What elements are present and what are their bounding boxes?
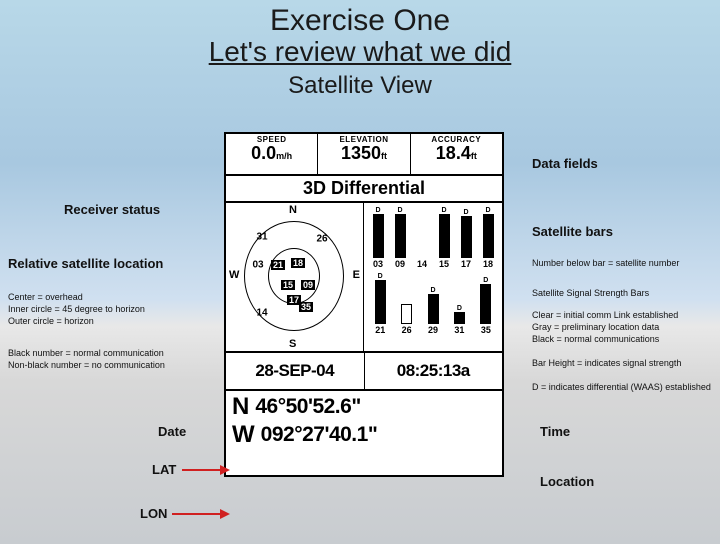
- bar-14: 14: [412, 207, 432, 269]
- ann-black: Black = normal communications: [532, 334, 659, 344]
- dir-e: E: [353, 269, 360, 281]
- bar-09: D09: [390, 207, 410, 269]
- ann-sat-bars: Satellite bars: [532, 224, 613, 239]
- bar-31: D31: [447, 273, 471, 335]
- gps-time: 08:25:13a: [365, 353, 503, 389]
- ann-barh: Bar Height = indicates signal strength: [532, 358, 681, 368]
- accuracy-value: 18.4: [436, 143, 471, 163]
- bar-15: D15: [434, 207, 454, 269]
- field-accuracy: ACCURACY 18.4ft: [411, 134, 502, 174]
- arrow-lat-head: [220, 465, 230, 475]
- ann-time: Time: [540, 424, 570, 439]
- ann-num-below: Number below bar = satellite number: [532, 258, 679, 268]
- field-speed: SPEED 0.0m/h: [226, 134, 318, 174]
- date-time-row: 28-SEP-04 08:25:13a: [226, 353, 502, 391]
- elevation-value: 1350: [341, 143, 381, 163]
- arrow-lon-head: [220, 509, 230, 519]
- ann-lon: LON: [140, 506, 167, 521]
- sat-03: 03: [252, 260, 263, 271]
- gps-middle: N S W E 31031426211815091735 D03D0914D15…: [226, 203, 502, 353]
- bar-21: D21: [368, 273, 392, 335]
- title-satview: Satellite View: [0, 72, 720, 100]
- ann-blacknum: Black number = normal communication: [8, 348, 164, 358]
- ann-inner: Inner circle = 45 degree to horizon: [8, 304, 145, 314]
- sat-35: 35: [299, 302, 313, 312]
- dir-s: S: [289, 338, 296, 350]
- sat-09: 09: [301, 280, 315, 290]
- sky-view: N S W E 31031426211815091735: [226, 203, 364, 351]
- gps-data-fields: SPEED 0.0m/h ELEVATION 1350ft ACCURACY 1…: [226, 134, 502, 176]
- bar-26: 26: [394, 273, 418, 335]
- coord-lat: N 46°50'52.6": [232, 393, 496, 421]
- ann-gray: Gray = preliminary location data: [532, 322, 659, 332]
- ann-outer: Outer circle = horizon: [8, 316, 94, 326]
- bar-35: D35: [474, 273, 498, 335]
- coord-lon: W 092°27'40.1": [232, 421, 496, 449]
- gps-screen: SPEED 0.0m/h ELEVATION 1350ft ACCURACY 1…: [224, 132, 504, 477]
- sat-18: 18: [291, 258, 305, 268]
- sat-15: 15: [281, 280, 295, 290]
- ann-nonblack: Non-black number = no communication: [8, 360, 165, 370]
- ann-diff: D = indicates differential (WAAS) establ…: [532, 382, 711, 392]
- ann-rel-loc: Relative satellite location: [8, 256, 163, 271]
- ann-sig-bars: Satellite Signal Strength Bars: [532, 288, 649, 298]
- dir-n: N: [289, 204, 297, 216]
- ann-lat: LAT: [152, 462, 176, 477]
- gps-date: 28-SEP-04: [226, 353, 365, 389]
- bar-17: D17: [456, 207, 476, 269]
- ann-date: Date: [158, 424, 186, 439]
- gps-coords: N 46°50'52.6" W 092°27'40.1": [226, 391, 502, 451]
- arrow-lat-line: [182, 469, 220, 471]
- sat-31: 31: [256, 232, 267, 243]
- sat-14: 14: [256, 308, 267, 319]
- field-elevation: ELEVATION 1350ft: [318, 134, 410, 174]
- speed-value: 0.0: [251, 143, 276, 163]
- title-review: Let's review what we did: [0, 36, 720, 68]
- title-exercise: Exercise One: [0, 4, 720, 38]
- arrow-lon-line: [172, 513, 220, 515]
- receiver-status: 3D Differential: [226, 176, 502, 203]
- ann-location: Location: [540, 474, 594, 489]
- ann-clear: Clear = initial comm Link established: [532, 310, 678, 320]
- bar-03: D03: [368, 207, 388, 269]
- signal-bars: D03D0914D15D17D18 D2126D29D31D35: [364, 203, 502, 351]
- sat-21: 21: [271, 260, 285, 270]
- ann-receiver-status: Receiver status: [64, 202, 160, 217]
- dir-w: W: [229, 269, 239, 281]
- sat-26: 26: [316, 234, 327, 245]
- bar-29: D29: [421, 273, 445, 335]
- ann-data-fields: Data fields: [532, 156, 598, 171]
- bar-18: D18: [478, 207, 498, 269]
- ann-center: Center = overhead: [8, 292, 83, 302]
